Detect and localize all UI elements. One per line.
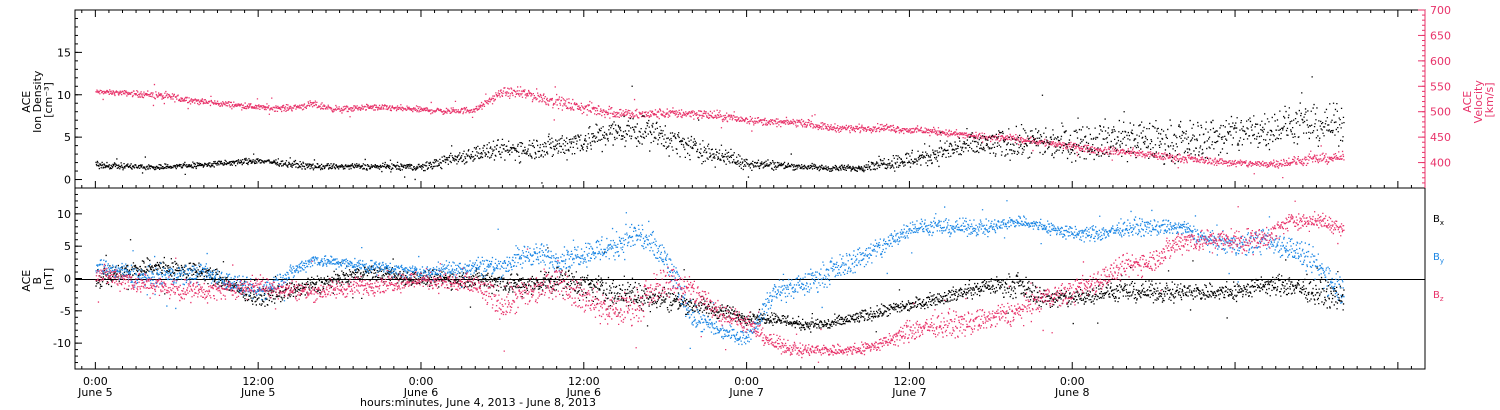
points (95, 76, 1345, 187)
legend: Bx By Bz (1433, 214, 1444, 303)
xtick-date-label: June 8 (1054, 386, 1089, 399)
velocity-axis-title-line1: ACE (1461, 91, 1474, 113)
legend-bz-sub: z (1440, 295, 1444, 303)
xtick-date-label: June 6 (403, 386, 438, 399)
magnetic-field-axis-title-line3: [nT] (42, 268, 55, 290)
ytick-b-label: 5 (64, 240, 71, 253)
xtick-date-label: June 6 (566, 386, 601, 399)
series-velocity (95, 83, 1345, 179)
top-panel-frame (74, 9, 1426, 189)
velocity-axis-title-line3: [km/s] (1483, 82, 1496, 117)
xtick-date-label: June 5 (77, 386, 112, 399)
ytick-left-label: 10 (57, 89, 71, 102)
legend-bz: Bz (1433, 290, 1444, 303)
ytick-right-label: 400 (1430, 157, 1451, 170)
ytick-right-label: 550 (1430, 80, 1451, 93)
legend-bx-sub: x (1440, 219, 1444, 227)
ytick-b-label: -10 (53, 337, 71, 350)
xtick-time-label: 0:00 (734, 375, 759, 388)
xtick-date-label: June 7 (891, 386, 926, 399)
bottom-panel-frame (74, 187, 1426, 370)
magnetic-field-axis-title: ACE B [nT] (20, 266, 55, 291)
xtick-time-label: 12:00 (242, 375, 274, 388)
ion-density-axis-title-line3: [cm⁻³] (42, 82, 55, 118)
xtick-time-label: 0:00 (1060, 375, 1085, 388)
legend-bx: Bx (1433, 214, 1444, 227)
xtick-time-label: 12:00 (568, 375, 600, 388)
legend-by-base: B (1433, 252, 1440, 263)
xtick-time-label: 12:00 (894, 375, 926, 388)
points (95, 200, 1345, 369)
ytick-right-label: 450 (1430, 131, 1451, 144)
ytick-left-label: 0 (64, 174, 71, 187)
ytick-right-label: 700 (1430, 4, 1451, 17)
legend-by-sub: y (1440, 257, 1444, 265)
magnetic-field-axis-title-line2: B (31, 277, 44, 285)
legend-by: By (1433, 252, 1444, 265)
xtick-time-label: 0:00 (409, 375, 434, 388)
ytick-b-label: -5 (60, 305, 71, 318)
ion-density-axis-title-line1: ACE (20, 91, 33, 113)
series-by (95, 200, 1345, 349)
velocity-axis-title: ACE Velocity [km/s] (1461, 77, 1496, 124)
ytick-right-label: 600 (1430, 55, 1451, 68)
points (95, 83, 1345, 179)
magnetic-field-axis-title-line1: ACE (20, 270, 33, 292)
legend-bx-base: B (1433, 214, 1440, 225)
series-bz (95, 200, 1345, 369)
ytick-right-label: 650 (1430, 29, 1451, 42)
ytick-left-label: 15 (57, 46, 71, 59)
x-axis-title: hours:minutes, June 4, 2013 - June 8, 20… (360, 396, 596, 409)
ion-density-axis-title-line2: Ion Density (31, 70, 44, 133)
ytick-right-label: 500 (1430, 106, 1451, 119)
xtick-date-label: June 7 (728, 386, 763, 399)
points (95, 200, 1345, 349)
series-ion-density (95, 76, 1345, 187)
xtick-time-label: 0:00 (83, 375, 108, 388)
xtick-date-label: June 5 (240, 386, 275, 399)
ion-density-axis-title: ACE Ion Density [cm⁻³] (20, 67, 55, 133)
velocity-axis-title-line2: Velocity (1472, 80, 1485, 124)
legend-bz-base: B (1433, 290, 1440, 301)
ytick-b-label: 10 (57, 208, 71, 221)
data-layer (95, 76, 1345, 369)
ytick-left-label: 5 (64, 131, 71, 144)
ytick-b-label: 0 (64, 273, 71, 286)
axis-layer: 0 5 10 15 400 450 500 550 600 650 700 -10 -5 0 5 10 0:00… (53, 4, 1451, 399)
